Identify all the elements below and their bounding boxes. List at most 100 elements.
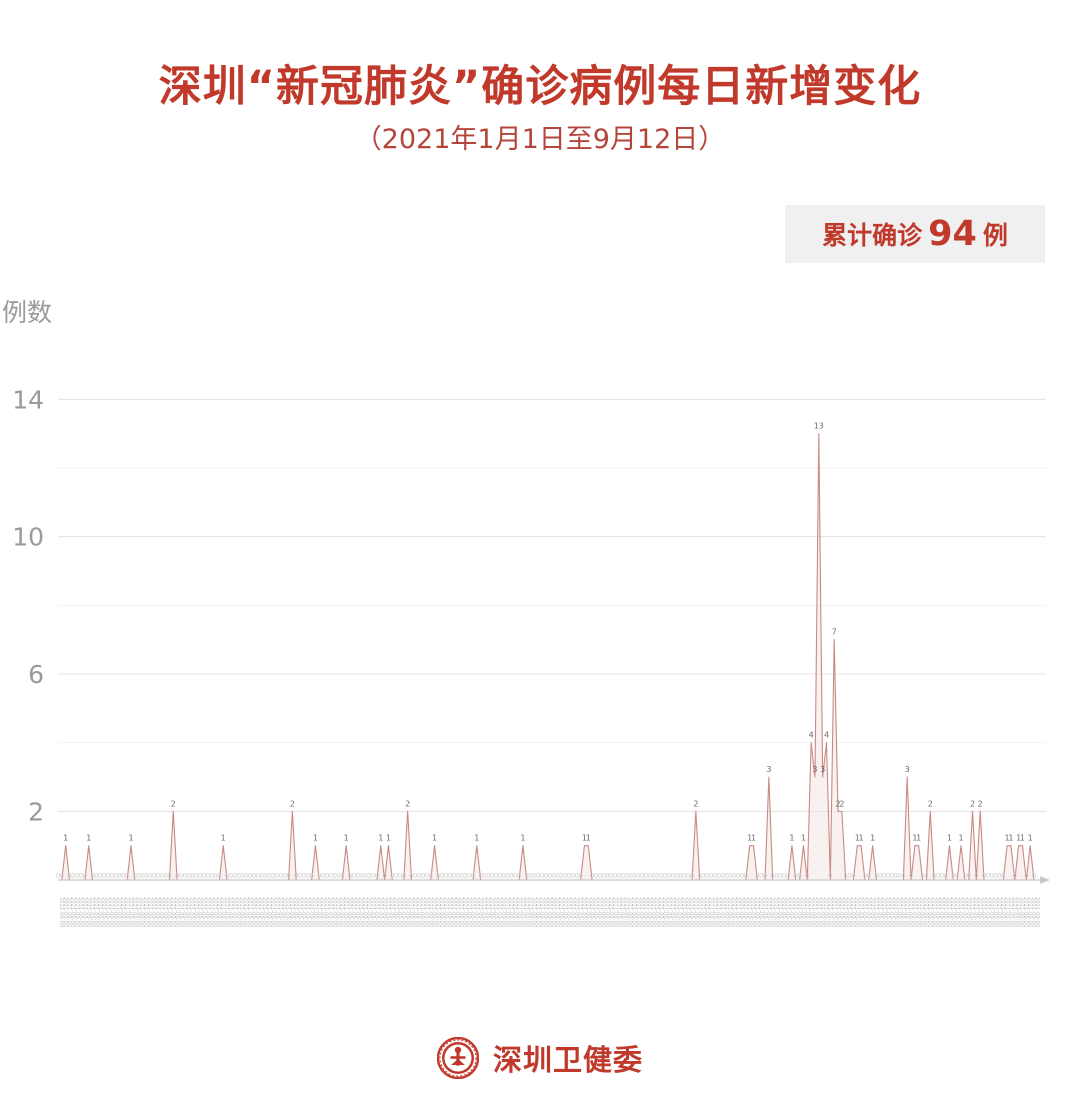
svg-text:2021-00-00: 2021-00-00: [143, 897, 149, 927]
svg-text:0: 0: [624, 872, 628, 880]
svg-text:0: 0: [874, 872, 878, 880]
svg-text:2: 2: [839, 799, 844, 808]
svg-text:1: 1: [474, 834, 479, 843]
svg-text:0: 0: [256, 872, 260, 880]
svg-text:0: 0: [1013, 872, 1017, 880]
svg-text:0: 0: [513, 872, 517, 880]
svg-text:2021-00-00: 2021-00-00: [792, 897, 798, 927]
svg-text:0: 0: [1001, 872, 1005, 880]
svg-text:0: 0: [113, 872, 117, 880]
svg-text:0: 0: [501, 872, 505, 880]
svg-text:0: 0: [271, 872, 275, 880]
svg-text:2021-00-00: 2021-00-00: [62, 897, 68, 927]
svg-text:0: 0: [721, 872, 725, 880]
svg-text:2021-00-00: 2021-00-00: [750, 897, 756, 927]
svg-text:2021-00-00: 2021-00-00: [746, 897, 752, 927]
svg-text:0: 0: [213, 872, 217, 880]
svg-text:0: 0: [160, 872, 164, 880]
svg-text:2021-00-00: 2021-00-00: [919, 897, 925, 927]
svg-text:2021-00-00: 2021-00-00: [342, 897, 348, 927]
svg-text:2021-00-00: 2021-00-00: [96, 897, 102, 927]
svg-text:2021-00-00: 2021-00-00: [212, 897, 218, 927]
svg-text:2021-00-00: 2021-00-00: [984, 897, 990, 927]
svg-text:2021-00-00: 2021-00-00: [231, 897, 237, 927]
svg-text:2021-00-00: 2021-00-00: [223, 897, 229, 927]
svg-text:2021-00-00: 2021-00-00: [565, 897, 571, 927]
svg-text:0: 0: [194, 872, 198, 880]
svg-text:2021-00-00: 2021-00-00: [1019, 897, 1025, 927]
svg-text:0: 0: [774, 872, 778, 880]
svg-text:0: 0: [279, 872, 283, 880]
svg-text:2021-00-00: 2021-00-00: [269, 897, 275, 927]
svg-text:0: 0: [482, 872, 486, 880]
svg-text:0: 0: [632, 872, 636, 880]
svg-text:0: 0: [94, 872, 98, 880]
svg-text:2021-00-00: 2021-00-00: [219, 897, 225, 927]
svg-text:2021-00-00: 2021-00-00: [400, 897, 406, 927]
svg-text:2021-00-00: 2021-00-00: [373, 897, 379, 927]
svg-text:0: 0: [79, 872, 83, 880]
svg-text:2021-00-00: 2021-00-00: [1007, 897, 1013, 927]
svg-text:2021-00-00: 2021-00-00: [327, 897, 333, 927]
svg-text:0: 0: [697, 872, 701, 880]
svg-text:2021-00-00: 2021-00-00: [81, 897, 87, 927]
svg-text:2021-00-00: 2021-00-00: [999, 897, 1005, 927]
svg-text:2021-00-00: 2021-00-00: [339, 897, 345, 927]
svg-text:4: 4: [809, 731, 814, 740]
svg-text:0: 0: [982, 872, 986, 880]
svg-text:2021-00-00: 2021-00-00: [242, 897, 248, 927]
svg-text:2021-00-00: 2021-00-00: [880, 897, 886, 927]
svg-text:2021-00-00: 2021-00-00: [757, 897, 763, 927]
svg-text:0: 0: [167, 872, 171, 880]
svg-text:0: 0: [490, 872, 494, 880]
svg-text:0: 0: [67, 872, 71, 880]
svg-text:0: 0: [117, 872, 121, 880]
svg-text:1: 1: [751, 834, 756, 843]
svg-text:2021-00-00: 2021-00-00: [796, 897, 802, 927]
svg-text:2021-00-00: 2021-00-00: [58, 897, 64, 927]
svg-text:0: 0: [663, 872, 667, 880]
svg-text:0: 0: [940, 872, 944, 880]
svg-text:2021-00-00: 2021-00-00: [807, 897, 813, 927]
svg-text:2021-00-00: 2021-00-00: [385, 897, 391, 927]
svg-text:2021-00-00: 2021-00-00: [446, 897, 452, 927]
svg-text:2021-00-00: 2021-00-00: [907, 897, 913, 927]
svg-text:0: 0: [567, 872, 571, 880]
svg-text:1: 1: [958, 834, 963, 843]
svg-text:0: 0: [682, 872, 686, 880]
svg-text:2021-00-00: 2021-00-00: [857, 897, 863, 927]
svg-text:0: 0: [252, 872, 256, 880]
svg-text:0: 0: [532, 872, 536, 880]
svg-text:0: 0: [920, 872, 924, 880]
svg-text:0: 0: [759, 872, 763, 880]
svg-text:1: 1: [1020, 834, 1025, 843]
svg-text:2021-00-00: 2021-00-00: [550, 897, 556, 927]
svg-text:0: 0: [528, 872, 532, 880]
svg-text:2021-00-00: 2021-00-00: [838, 897, 844, 927]
svg-text:2021-00-00: 2021-00-00: [158, 897, 164, 927]
svg-text:2021-00-00: 2021-00-00: [104, 897, 110, 927]
svg-text:2021-00-00: 2021-00-00: [619, 897, 625, 927]
svg-text:2021-00-00: 2021-00-00: [538, 897, 544, 927]
svg-text:2021-00-00: 2021-00-00: [600, 897, 606, 927]
svg-text:0: 0: [782, 872, 786, 880]
svg-text:2021-00-00: 2021-00-00: [853, 897, 859, 927]
svg-text:0: 0: [248, 872, 252, 880]
svg-text:2021-00-00: 2021-00-00: [680, 897, 686, 927]
svg-text:2021-00-00: 2021-00-00: [488, 897, 494, 927]
svg-text:2: 2: [928, 799, 933, 808]
svg-text:2021-00-00: 2021-00-00: [112, 897, 118, 927]
svg-text:0: 0: [517, 872, 521, 880]
svg-text:2021-00-00: 2021-00-00: [669, 897, 675, 927]
svg-text:2021-00-00: 2021-00-00: [435, 897, 441, 927]
svg-text:0: 0: [559, 872, 563, 880]
svg-text:2021-00-00: 2021-00-00: [173, 897, 179, 927]
svg-text:0: 0: [98, 872, 102, 880]
svg-text:2021-00-00: 2021-00-00: [412, 897, 418, 927]
svg-text:2021-00-00: 2021-00-00: [949, 897, 955, 927]
svg-text:0: 0: [267, 872, 271, 880]
svg-text:0: 0: [375, 872, 379, 880]
svg-text:0: 0: [425, 872, 429, 880]
svg-text:0: 0: [974, 872, 978, 880]
